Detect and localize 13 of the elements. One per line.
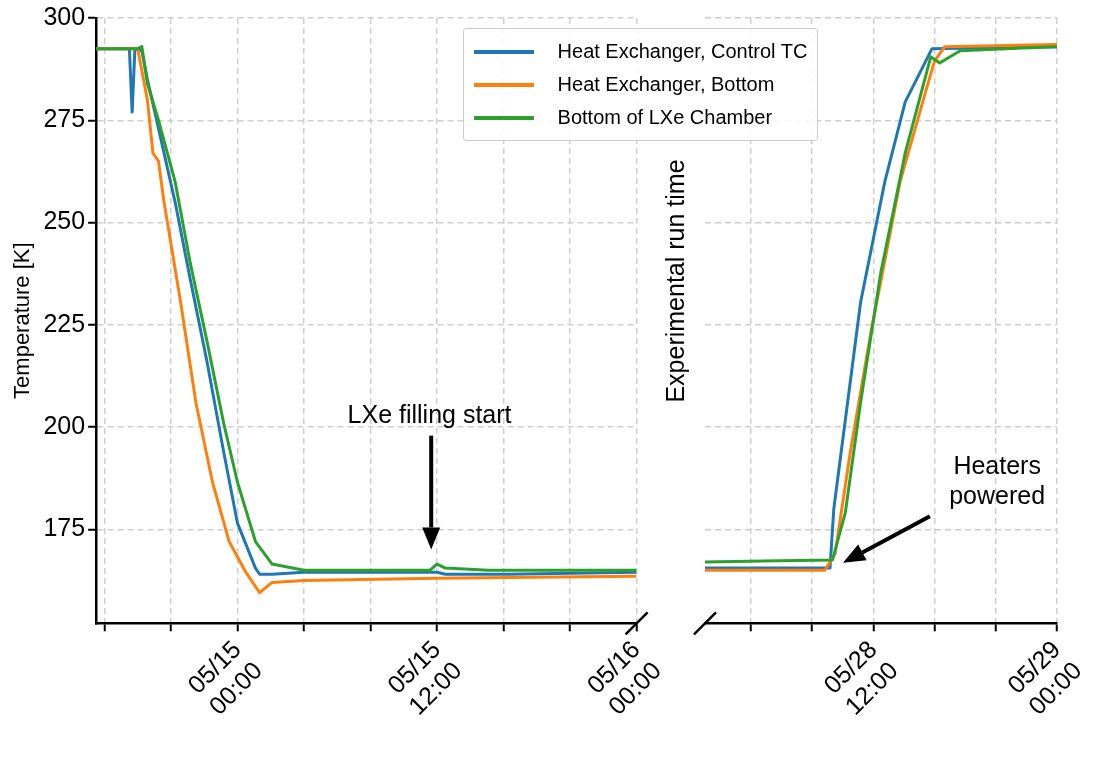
y-tick-label: 175 (43, 513, 86, 542)
annotation: LXe filling start (347, 399, 512, 430)
legend-label: Bottom of LXe Chamber (557, 106, 773, 129)
y-tick-label: 300 (43, 1, 86, 30)
annotation: Heaters powered (948, 449, 1047, 510)
y-axis-title: Temperature [K] (9, 242, 35, 399)
text: Experimental run time (659, 159, 690, 403)
legend-label: Heat Exchanger, Bottom (557, 73, 775, 96)
y-tick-label: 200 (43, 410, 86, 439)
legend-label: Heat Exchanger, Control TC (557, 40, 808, 63)
y-tick-label: 250 (43, 206, 86, 235)
y-tick-label: 275 (43, 104, 86, 133)
y-tick-label: 225 (43, 308, 86, 337)
